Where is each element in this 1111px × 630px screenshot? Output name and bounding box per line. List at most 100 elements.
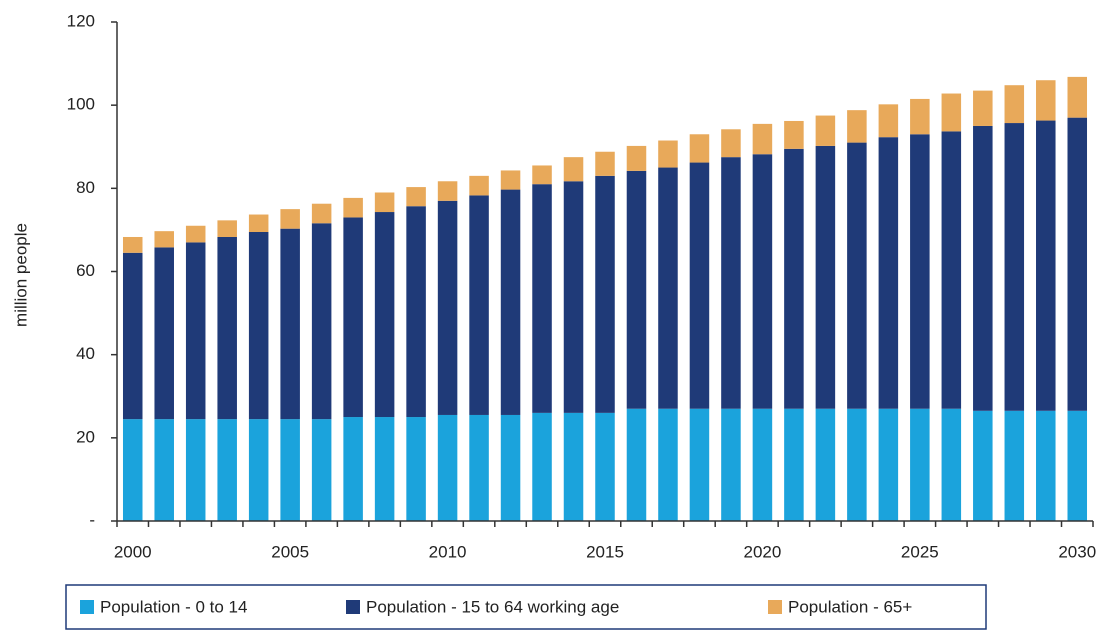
bar-segment (185, 419, 206, 521)
y-tick-label: 20 (76, 427, 95, 446)
bar-segment (878, 137, 899, 409)
bar-segment (469, 195, 489, 415)
bar-segment (154, 419, 174, 521)
bar-segment (406, 417, 426, 521)
bar-segment (941, 408, 962, 521)
bar-segment (1036, 410, 1056, 521)
y-tick-label: 80 (76, 178, 95, 197)
bar-segment (500, 189, 521, 415)
bar-segment (784, 120, 804, 149)
x-tick-label: 2015 (586, 542, 624, 561)
bar-segment (595, 412, 615, 521)
bar-segment (563, 181, 584, 413)
bar-segment (1067, 410, 1088, 521)
bar-segment (752, 154, 773, 409)
legend-swatch (346, 600, 360, 614)
legend-label: Population - 65+ (788, 597, 912, 616)
bar-segment (752, 123, 773, 155)
x-tick-label: 2030 (1058, 542, 1096, 561)
bar-segment (154, 247, 174, 420)
bar-segment (689, 134, 710, 163)
bar-segment (185, 242, 206, 420)
bar-segment (469, 414, 489, 521)
bar-segment (500, 414, 521, 521)
bar-segment (910, 408, 930, 521)
bar-segment (784, 148, 804, 409)
bar-segment (122, 236, 143, 253)
bar-segment (185, 225, 206, 243)
bar-segment (437, 181, 458, 201)
y-tick-label: 100 (67, 95, 95, 114)
bar-segment (280, 228, 300, 420)
y-tick-label: 60 (76, 261, 95, 280)
bar-segment (248, 419, 269, 521)
bar-segment (721, 157, 741, 409)
bar-segment (532, 184, 552, 413)
x-tick-label: 2020 (744, 542, 782, 561)
bar-segment (1067, 117, 1088, 411)
legend-box (65, 584, 987, 630)
bar-segment (343, 217, 363, 418)
bar-segment (437, 200, 458, 415)
bar-segment (910, 98, 930, 135)
y-axis-label: million people (11, 223, 30, 327)
bar-segment (563, 157, 584, 182)
y-tick-label: 120 (67, 11, 95, 30)
bar-segment (941, 93, 962, 132)
bar-segment (658, 408, 678, 521)
bar-segment (847, 408, 867, 521)
legend-swatch (768, 600, 782, 614)
bar-segment (721, 408, 741, 521)
bar-segment (689, 162, 710, 409)
bar-segment (374, 417, 395, 521)
bar-segment (595, 175, 615, 413)
x-tick-label: 2025 (901, 542, 939, 561)
bar-segment (311, 203, 332, 224)
bar-segment (280, 419, 300, 521)
bar-segment (311, 223, 332, 420)
bar-segment (847, 110, 867, 143)
bar-segment (217, 236, 237, 420)
bar-segment (878, 408, 899, 521)
bar-segment (563, 412, 584, 521)
bar-segment (154, 231, 174, 248)
bar-segment (658, 167, 678, 409)
bar-segment (626, 408, 647, 521)
x-tick-label: 2005 (271, 542, 309, 561)
bar-segment (217, 220, 237, 237)
bar-segment (1004, 85, 1025, 124)
x-tick-label: 2000 (114, 542, 152, 561)
bar-segment (973, 410, 993, 521)
bar-segment (532, 165, 552, 185)
bar-segment (406, 187, 426, 207)
bar-segment (469, 175, 489, 196)
bar-segment (217, 419, 237, 521)
legend-label: Population - 0 to 14 (100, 597, 247, 616)
bar-segment (122, 252, 143, 420)
bar-segment (847, 142, 867, 409)
bar-segment (343, 417, 363, 521)
bar-segment (878, 104, 899, 138)
bar-segment (374, 192, 395, 213)
bar-segment (248, 231, 269, 420)
bar-segment (1036, 80, 1056, 121)
bar-segment (595, 151, 615, 176)
bar-segment (626, 170, 647, 409)
bar-segment (721, 129, 741, 158)
bar-segment (500, 170, 521, 190)
y-tick-label: - (89, 510, 95, 529)
bar-segment (280, 209, 300, 229)
bar-segment (1067, 76, 1088, 118)
bar-segment (374, 212, 395, 418)
y-tick-label: 40 (76, 344, 95, 363)
bar-segment (343, 197, 363, 218)
bar-segment (689, 408, 710, 521)
bar-segment (941, 131, 962, 409)
bar-segment (910, 134, 930, 409)
bar-segment (532, 412, 552, 521)
bar-segment (815, 145, 836, 409)
bar-segment (406, 206, 426, 418)
bar-segment (973, 125, 993, 411)
bar-segment (311, 419, 332, 521)
